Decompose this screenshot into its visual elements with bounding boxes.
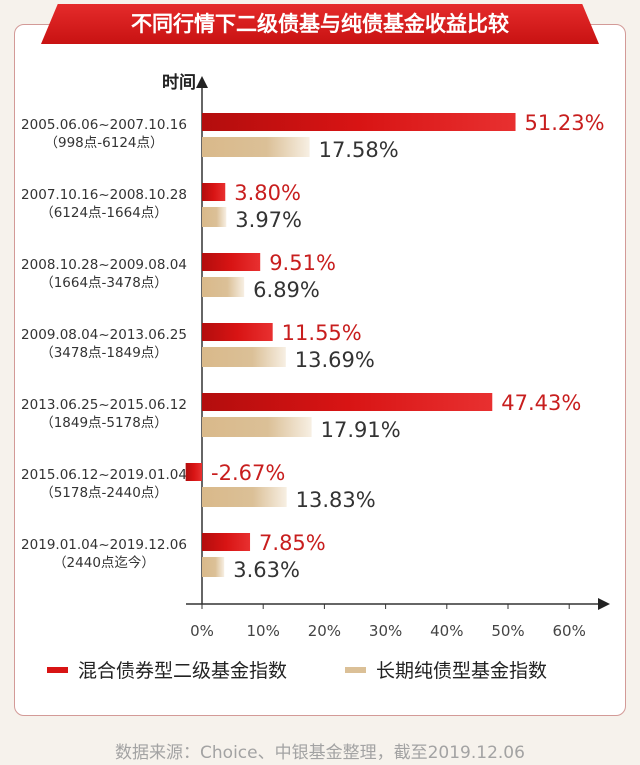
x-tick-label: 60% [553, 622, 586, 640]
category-label-points: （1849点-5178点） [40, 415, 168, 431]
x-tick-label: 10% [247, 622, 280, 640]
x-tick-label: 50% [491, 622, 524, 640]
x-tick-label: 20% [308, 622, 341, 640]
source-note: 数据来源：Choice、中银基金整理，截至2019.12.06 [115, 743, 525, 763]
legend-swatch-series1 [47, 667, 68, 673]
category-label-date: 2013.06.25~2015.06.12 [21, 397, 187, 413]
data-label-series1: 11.55% [282, 321, 362, 345]
category-label-points: （6124点-1664点） [40, 205, 168, 221]
data-label-series2: 17.91% [321, 418, 401, 442]
category-label-points: （3478点-1849点） [40, 345, 168, 361]
chart-card [14, 24, 626, 716]
x-tick-label: 40% [430, 622, 463, 640]
data-label-series2: 17.58% [319, 138, 399, 162]
data-label-series1: 7.85% [259, 531, 326, 555]
legend-label-series2: 长期纯债型基金指数 [376, 660, 547, 682]
data-label-series1: 51.23% [525, 111, 605, 135]
category-label-date: 2019.01.04~2019.12.06 [21, 537, 187, 553]
bar-series1 [202, 113, 516, 131]
data-label-series1: 3.80% [234, 181, 301, 205]
data-label-series1: 9.51% [269, 251, 336, 275]
category-label-date: 2009.08.04~2013.06.25 [21, 327, 187, 343]
x-axis-arrow [598, 598, 610, 610]
data-label-series2: 3.97% [235, 208, 302, 232]
data-label-series2: 6.89% [253, 278, 320, 302]
bar-series2 [202, 137, 310, 157]
bar-series2 [202, 207, 227, 227]
category-label-date: 2005.06.06~2007.10.16 [21, 117, 187, 133]
bar-series1 [202, 533, 251, 551]
category-label-points: （998点-6124点） [45, 135, 164, 151]
category-label-date: 2007.10.16~2008.10.28 [21, 187, 187, 203]
bar-series2 [202, 557, 225, 577]
legend-swatch-series2 [345, 667, 366, 673]
category-label-points: （5178点-2440点） [40, 485, 168, 501]
bar-series2 [202, 417, 312, 437]
bar-series1 [202, 253, 261, 271]
data-label-series2: 13.83% [296, 488, 376, 512]
bar-series1 [185, 463, 202, 481]
x-tick-label: 30% [369, 622, 402, 640]
y-axis-arrow [196, 76, 208, 88]
bar-series2 [202, 347, 286, 367]
data-label-series2: 3.63% [233, 558, 300, 582]
bar-series1 [202, 183, 226, 201]
y-axis-title: 时间 [162, 72, 196, 93]
category-label-date: 2008.10.28~2009.08.04 [21, 257, 187, 273]
bar-series2 [202, 277, 245, 297]
bar-series2 [202, 487, 287, 507]
bar-series1 [202, 323, 273, 341]
data-label-series1: 47.43% [501, 391, 581, 415]
legend-label-series1: 混合债券型二级基金指数 [78, 660, 287, 682]
category-label-points: （1664点-3478点） [40, 275, 168, 291]
bar-chart: 时间 0% 10% 20% 30% 40% 50% 60% 2005.06.06~2007.10… [21, 72, 610, 682]
category-label-points: （2440点迄今） [53, 555, 155, 571]
chart-title: 不同行情下二级债基与纯债基金收益比较 [131, 12, 509, 36]
data-label-series2: 13.69% [295, 348, 375, 372]
title-banner [41, 4, 599, 44]
bar-series1 [202, 393, 493, 411]
data-label-series1: -2.67% [211, 461, 285, 485]
x-tick-label: 0% [190, 622, 214, 640]
category-label-date: 2015.06.12~2019.01.04 [21, 467, 187, 483]
